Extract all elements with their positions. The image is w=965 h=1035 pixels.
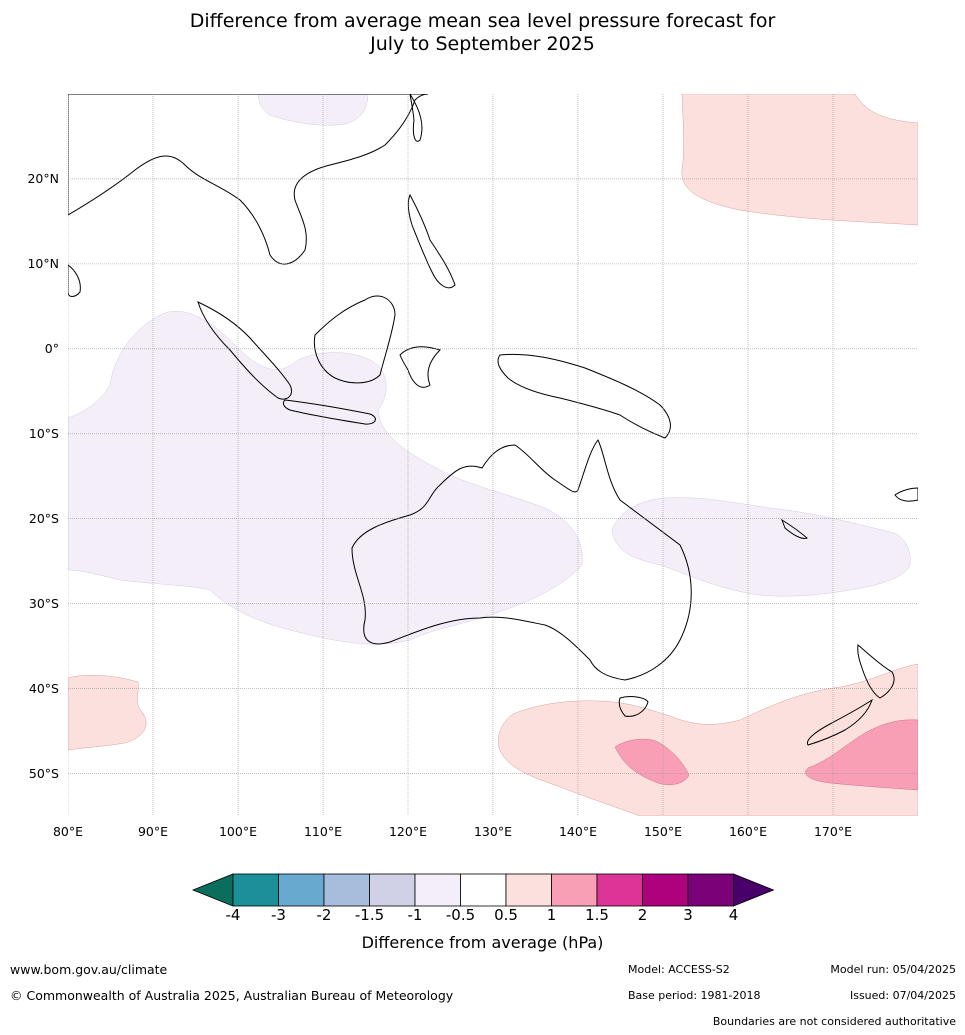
longitude-label: 80°E: [52, 824, 84, 839]
model-name: Model: ACCESS-S2: [628, 963, 730, 976]
longitude-label: 160°E: [728, 824, 767, 839]
latitude-label: 30°S: [28, 595, 59, 611]
colorbar-segment-3: [323, 873, 370, 907]
coastline-java: [282, 399, 376, 425]
latitude-label: 40°S: [28, 680, 59, 696]
latitude-label: 10°S: [28, 425, 59, 441]
coastline-sumatra: [197, 301, 292, 400]
anomaly-region-west-pink: [68, 675, 147, 751]
colorbar-segment-4: [369, 873, 416, 907]
longitude-label: 100°E: [218, 824, 257, 839]
coastline-philippines: [407, 193, 456, 289]
colorbar-segment-11: [687, 873, 734, 907]
boundary-disclaimer: Boundaries are not considered authoritat…: [712, 1015, 956, 1028]
coastline-borneo: [313, 295, 396, 384]
coastline-australia: [351, 439, 692, 681]
colorbar-arrow-max: [733, 873, 775, 907]
anomaly-region-northeast-pink: [681, 94, 918, 226]
coastline-asia-mainland: [68, 94, 429, 265]
latitude-label: 20°N: [27, 170, 59, 186]
colorbar-arrow-min: [191, 873, 234, 907]
colorbar-segment-9: [596, 873, 643, 907]
coastlines: [68, 94, 918, 746]
longitude-label: 120°E: [388, 824, 427, 839]
coastline-sulawesi: [399, 346, 441, 388]
coastline-new-zealand-north: [857, 644, 895, 699]
longitude-label: 150°E: [643, 824, 682, 839]
map-title-line-1: Difference from average mean sea level p…: [189, 10, 776, 32]
longitude-label: 140°E: [558, 824, 597, 839]
colorbar-segment-10: [642, 873, 689, 907]
colorbar-segment-2: [278, 873, 325, 907]
colorbar-tick-label: -0.5: [445, 906, 476, 924]
colorbar-tick-label: 1: [546, 906, 557, 924]
copyright-text: © Commonwealth of Australia 2025, Austra…: [10, 988, 454, 1003]
colorbar-tick-label: 4: [728, 906, 739, 924]
coastline-new-caledonia: [781, 518, 808, 539]
latitude-label: 0°: [44, 340, 59, 356]
colorbar-tick-label: 1.5: [585, 906, 609, 924]
latitude-label: 10°N: [27, 255, 59, 271]
colorbar-tick-label: -4: [225, 906, 241, 924]
graticule: [68, 94, 918, 816]
map-title: Difference from average mean sea level p…: [0, 10, 965, 56]
colorbar: [191, 873, 775, 907]
coastline-tasmania: [618, 696, 649, 717]
anomaly-region-north-purple: [257, 94, 369, 126]
coastline-sri-lanka: [68, 264, 81, 297]
longitude-label: 110°E: [303, 824, 342, 839]
website-link[interactable]: www.bom.gov.au/climate: [10, 962, 168, 977]
longitude-label: 130°E: [473, 824, 512, 839]
colorbar-segment-1: [232, 873, 279, 907]
colorbar-tick-label: -1.5: [354, 906, 385, 924]
anomaly-region-indian-ocean-purple: [68, 311, 583, 645]
longitude-label: 170°E: [813, 824, 852, 839]
map-title-line-2: July to September 2025: [370, 33, 595, 55]
colorbar-tick-label: -2: [316, 906, 332, 924]
model-run-date: Model run: 05/04/2025: [830, 963, 956, 976]
colorbar-segment-5: [414, 873, 461, 907]
longitude-label: 90°E: [137, 824, 169, 839]
colorbar-tick-label: 0.5: [494, 906, 518, 924]
colorbar-tick-label: 2: [637, 906, 648, 924]
colorbar-segment-6: [460, 873, 507, 907]
colorbar-tick-label: -1: [407, 906, 423, 924]
coastline-new-zealand-south: [806, 698, 873, 746]
colorbar-tick-label: 3: [683, 906, 693, 924]
issued-date: Issued: 07/04/2025: [849, 989, 956, 1002]
coastline-fiji: [894, 487, 918, 502]
colorbar-tick-label: -3: [271, 906, 286, 924]
anomaly-region-tasman-purple: [611, 497, 911, 597]
coastline-new-guinea: [497, 353, 671, 439]
colorbar-segment-8: [551, 873, 598, 907]
colorbar-segment-7: [505, 873, 552, 907]
latitude-label: 20°S: [28, 510, 59, 526]
anomaly-region-nz-medium-pink: [805, 719, 918, 791]
base-period: Base period: 1981-2018: [628, 989, 761, 1002]
latitude-label: 50°S: [28, 765, 59, 781]
colorbar-title: Difference from average (hPa): [361, 933, 604, 952]
coastline-japan: [409, 94, 423, 142]
